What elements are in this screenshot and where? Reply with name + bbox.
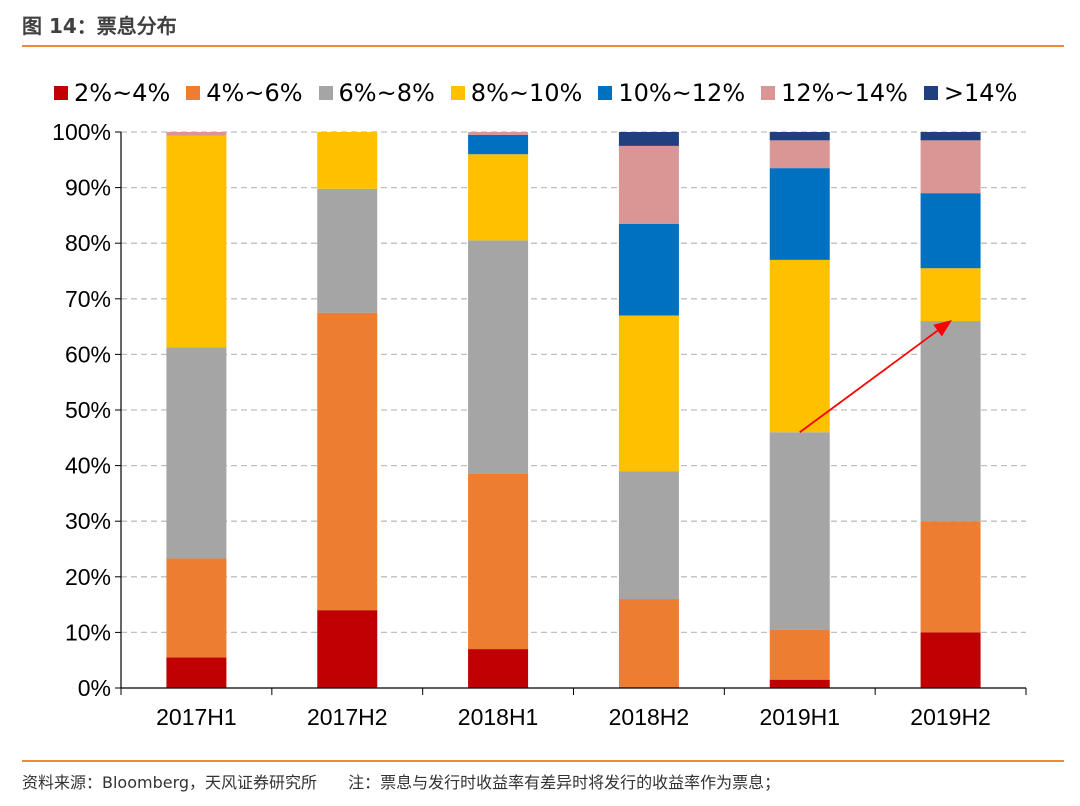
legend-swatch	[318, 86, 333, 100]
annotation-arrow	[799, 319, 953, 433]
bar-segment	[920, 321, 981, 522]
y-tick-label: 20%	[65, 564, 111, 590]
bar-segment	[920, 632, 981, 688]
legend-label: 6%~8%	[338, 79, 435, 107]
x-tick-label: 2017H2	[307, 704, 388, 730]
figure-footer: 资料来源：Bloomberg，天风证券研究所 注：票息与发行时收益率有差异时将发…	[22, 769, 780, 793]
bar-segment	[317, 312, 378, 611]
x-tick-label: 2018H1	[458, 704, 539, 730]
y-tick-label: 10%	[65, 619, 111, 645]
legend-label: 10%~12%	[618, 79, 746, 107]
y-tick-label: 80%	[65, 230, 111, 256]
bar-segment	[618, 145, 679, 224]
footer-rule	[22, 760, 1064, 762]
legend-label: 2%~4%	[74, 79, 171, 107]
legend-item: 2%~4%	[54, 79, 170, 107]
bar-segment	[618, 315, 679, 472]
bar-segment	[468, 134, 529, 155]
y-tick-label: 0%	[78, 675, 111, 701]
bar-segment	[468, 473, 529, 650]
bar-segment	[618, 223, 679, 316]
bar-segment	[769, 132, 830, 141]
bar-segment	[769, 259, 830, 433]
legend-swatch	[761, 86, 776, 100]
legend-swatch	[54, 86, 68, 100]
legend-item: 6%~8%	[318, 79, 435, 107]
x-tick-label: 2018H2	[609, 704, 690, 730]
bar-segment	[920, 193, 981, 269]
bar-segment	[166, 132, 227, 136]
legend-item: 8%~10%	[450, 79, 583, 107]
legend-item: 12%~14%	[761, 79, 908, 107]
header-rule	[22, 45, 1064, 47]
bar-segment	[468, 649, 529, 688]
y-tick-label: 90%	[65, 175, 111, 201]
source-text: 资料来源：Bloomberg，天风证券研究所	[22, 773, 318, 792]
y-tick-label: 50%	[65, 397, 111, 423]
bar-segment	[769, 432, 830, 630]
legend-swatch	[186, 86, 201, 100]
bar-segment	[468, 240, 529, 474]
y-tick-label: 30%	[65, 508, 111, 534]
bar-segment	[769, 679, 830, 688]
legend-item: 4%~6%	[186, 79, 303, 107]
legend-swatch	[923, 86, 938, 100]
legend-swatch	[450, 86, 465, 100]
bar-segment	[317, 188, 378, 313]
bar-segment	[166, 558, 227, 658]
bar-segment	[166, 347, 227, 559]
bar-segment	[317, 132, 378, 189]
bar-segment	[920, 268, 981, 322]
stacked-bar-chart: 0% 10% 20% 30% 40% 50% 60% 70% 80% 90% 100% 2017H1 2…	[52, 119, 1027, 730]
bar-segment	[618, 132, 679, 146]
y-tick-label: 60%	[65, 341, 111, 367]
bar-segment	[769, 140, 830, 169]
chart-legend: 2%~4% 4%~6% 6%~8% 8%~10% 10%~12% 12%~14% >14%	[54, 79, 1033, 107]
x-tick-label: 2019H1	[759, 704, 840, 730]
legend-label: 8%~10%	[470, 79, 583, 107]
x-tick-label: 2017H1	[156, 704, 237, 730]
bar-segment	[618, 471, 679, 600]
y-tick-label: 100%	[52, 119, 111, 145]
bar-segment	[920, 132, 981, 141]
y-tick-label: 40%	[65, 453, 111, 479]
bar-segment	[920, 521, 981, 633]
figure-title: 图 14：票息分布	[22, 14, 177, 38]
bar-segment	[317, 610, 378, 688]
bar-segment	[166, 657, 227, 688]
bar-segment	[166, 135, 227, 348]
y-tick-label: 70%	[65, 286, 111, 312]
bar-segment	[618, 599, 679, 688]
legend-label: 4%~6%	[206, 79, 303, 107]
bar-segment	[920, 140, 981, 194]
legend-item: 10%~12%	[598, 79, 745, 107]
bar-segment	[769, 629, 830, 680]
bar-segment	[468, 154, 529, 241]
legend-label: >14%	[943, 79, 1018, 107]
legend-label: 12%~14%	[781, 79, 908, 107]
bar-segment	[769, 168, 830, 260]
legend-item: >14%	[923, 79, 1018, 107]
legend-swatch	[598, 86, 613, 100]
note-text: 注：票息与发行时收益率有差异时将发行的收益率作为票息；	[348, 773, 781, 792]
x-tick-label: 2019H2	[910, 704, 991, 730]
bar-segment	[468, 132, 529, 135]
